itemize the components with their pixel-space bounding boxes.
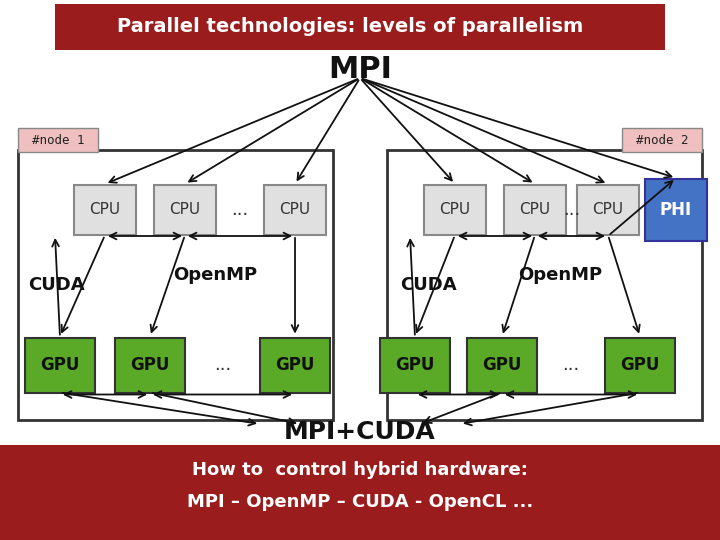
Text: GPU: GPU	[40, 356, 80, 374]
Text: GPU: GPU	[130, 356, 170, 374]
Bar	[645, 179, 707, 241]
Text: CPU: CPU	[279, 202, 310, 218]
Text: MPI: MPI	[328, 56, 392, 84]
Bar	[115, 338, 185, 393]
Bar	[577, 185, 639, 235]
Text: OpenMP: OpenMP	[173, 266, 257, 284]
Bar	[622, 128, 702, 152]
Text: GPU: GPU	[621, 356, 660, 374]
Bar	[0, 445, 720, 540]
Text: PHI: PHI	[660, 201, 692, 219]
Bar	[467, 338, 537, 393]
Bar	[387, 150, 702, 420]
Bar	[380, 338, 450, 393]
Text: ...: ...	[231, 201, 248, 219]
Text: ...: ...	[214, 356, 231, 374]
Bar	[260, 338, 330, 393]
Bar	[154, 185, 216, 235]
Bar	[18, 150, 333, 420]
Text: MPI+CUDA: MPI+CUDA	[284, 420, 436, 444]
Text: CPU: CPU	[519, 202, 551, 218]
Bar	[424, 185, 486, 235]
Bar	[74, 185, 136, 235]
Bar	[18, 128, 98, 152]
Text: How to  control hybrid hardware:: How to control hybrid hardware:	[192, 461, 528, 479]
Text: MPI – OpenMP – CUDA - OpenCL ...: MPI – OpenMP – CUDA - OpenCL ...	[187, 493, 533, 511]
Text: GPU: GPU	[275, 356, 315, 374]
Text: CPU: CPU	[439, 202, 471, 218]
Bar	[264, 185, 326, 235]
Text: CUDA: CUDA	[400, 276, 456, 294]
Text: CPU: CPU	[89, 202, 120, 218]
Text: CPU: CPU	[593, 202, 624, 218]
Text: CPU: CPU	[169, 202, 201, 218]
Text: #node 2: #node 2	[636, 133, 688, 146]
Text: CUDA: CUDA	[28, 276, 85, 294]
Text: OpenMP: OpenMP	[518, 266, 602, 284]
Bar	[55, 4, 665, 50]
Bar	[25, 338, 95, 393]
Bar	[605, 338, 675, 393]
Bar	[504, 185, 566, 235]
Text: ...: ...	[562, 356, 580, 374]
Text: GPU: GPU	[482, 356, 522, 374]
Text: #node 1: #node 1	[32, 133, 84, 146]
Text: GPU: GPU	[395, 356, 435, 374]
Text: Parallel technologies: levels of parallelism: Parallel technologies: levels of paralle…	[117, 17, 583, 37]
Text: ...: ...	[563, 201, 580, 219]
